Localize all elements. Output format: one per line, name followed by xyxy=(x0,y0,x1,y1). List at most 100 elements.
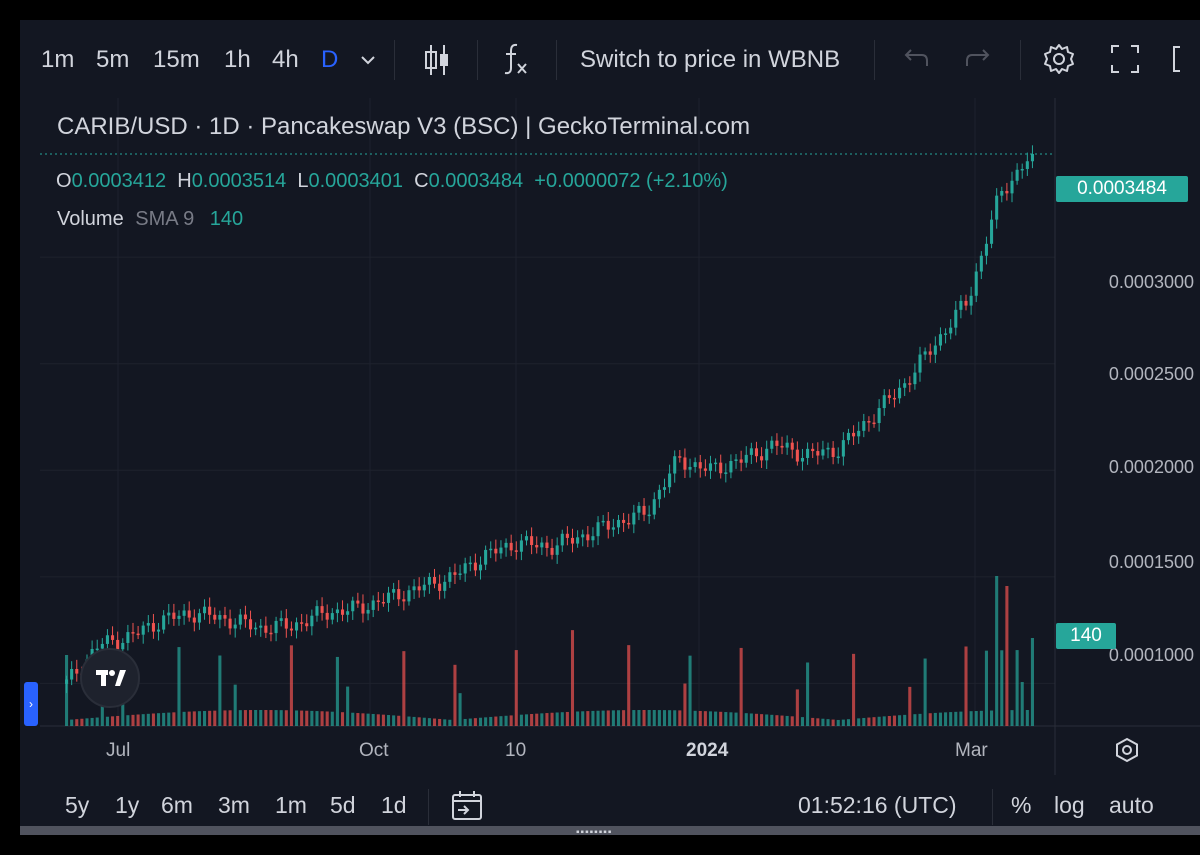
candle-body xyxy=(274,620,278,634)
volume-bar xyxy=(887,715,891,726)
candle-body xyxy=(979,255,983,272)
go-to-date-icon[interactable] xyxy=(450,789,484,821)
candle-body xyxy=(192,617,196,623)
interval-15m-button[interactable]: 15m xyxy=(153,46,200,73)
volume-bar xyxy=(213,710,217,726)
volume-bar xyxy=(673,710,677,726)
volume-bar xyxy=(668,710,672,726)
candle-body xyxy=(468,562,472,565)
candle-body xyxy=(366,609,370,614)
volume-bar xyxy=(826,719,830,726)
candle-body xyxy=(1010,180,1014,194)
volume-bar xyxy=(203,710,207,726)
volume-bar xyxy=(325,711,329,726)
range-1m-button[interactable]: 1m xyxy=(275,792,307,818)
range-5d-button[interactable]: 5d xyxy=(330,792,356,818)
range-1y-button[interactable]: 1y xyxy=(115,792,140,818)
settings-gear-icon[interactable] xyxy=(1042,42,1076,74)
interval-1m-button[interactable]: 1m xyxy=(41,46,75,73)
candle-body xyxy=(754,448,759,457)
candle-body xyxy=(811,448,815,452)
candle-body xyxy=(197,613,201,623)
switch-price-wbnb-button[interactable]: Switch to price in WBNB xyxy=(580,46,841,73)
ohlc-legend: O0.0003412 H0.0003514 L0.0003401 C0.0003… xyxy=(56,170,728,193)
candle-body xyxy=(417,586,421,591)
interval-4h-button[interactable]: 4h xyxy=(272,46,299,73)
candle-body xyxy=(918,354,922,373)
candle-body xyxy=(616,519,621,528)
candle-body xyxy=(356,600,360,604)
candle-body xyxy=(182,610,186,616)
log-scale-toggle[interactable]: log xyxy=(1054,792,1085,818)
candlestick-icon[interactable] xyxy=(423,42,451,75)
candle-body xyxy=(519,540,523,552)
volume-bar xyxy=(545,713,549,726)
volume-bar xyxy=(417,717,421,726)
volume-bar xyxy=(749,713,753,726)
candle-body xyxy=(524,536,529,541)
tradingview-logo-icon[interactable] xyxy=(80,648,140,708)
volume-bar xyxy=(969,711,973,726)
volume-bar xyxy=(540,713,544,726)
candle-body xyxy=(305,623,309,627)
side-panel-toggle-icon[interactable]: › xyxy=(24,682,38,726)
volume-bar xyxy=(223,710,227,726)
candle-body xyxy=(785,442,789,448)
volume-bar xyxy=(294,710,299,726)
undo-icon[interactable] xyxy=(900,44,930,76)
chevron-down-icon[interactable] xyxy=(358,46,378,78)
volume-bar xyxy=(427,718,431,726)
candle-body xyxy=(530,536,534,545)
candle-body xyxy=(432,576,437,584)
volume-bar xyxy=(959,711,963,726)
indicators-fx-icon[interactable] xyxy=(501,40,531,75)
candle-body xyxy=(463,563,467,574)
price-chart-canvas[interactable] xyxy=(40,98,1200,775)
axis-settings-icon[interactable] xyxy=(1113,736,1141,769)
candle-body xyxy=(749,448,753,455)
range-5y-button[interactable]: 5y xyxy=(65,792,90,818)
candle-body xyxy=(852,432,856,437)
toolbar-divider xyxy=(477,40,478,80)
chart-pane[interactable]: CARIB/USD · 1D · Pancakeswap V3 (BSC) | … xyxy=(40,98,1200,775)
candle-body xyxy=(862,421,866,431)
volume-bar xyxy=(284,710,288,726)
volume-bar xyxy=(386,715,391,726)
volume-bar xyxy=(1020,682,1024,726)
range-3m-button[interactable]: 3m xyxy=(218,792,250,818)
fullscreen-icon[interactable] xyxy=(1109,43,1141,75)
toolbar-divider xyxy=(874,40,875,80)
volume-bar xyxy=(443,719,447,726)
interval-5m-button[interactable]: 5m xyxy=(96,46,130,73)
volume-bar xyxy=(627,645,631,726)
volume-bar xyxy=(816,718,820,726)
candle-body xyxy=(821,449,825,456)
candle-body xyxy=(744,454,748,463)
candle-body xyxy=(453,572,457,575)
utc-clock[interactable]: 01:52:16 (UTC) xyxy=(798,792,957,818)
pane-resize-handle[interactable]: ▪▪▪▪▪▪▪▪ xyxy=(20,826,1200,835)
redo-icon[interactable] xyxy=(964,44,994,76)
interval-1h-button[interactable]: 1h xyxy=(224,46,251,73)
candle-body xyxy=(504,542,508,548)
range-6m-button[interactable]: 6m xyxy=(161,792,193,818)
candle-body xyxy=(622,519,626,523)
volume-bar xyxy=(719,711,723,726)
candle-body xyxy=(254,627,258,630)
percent-scale-toggle[interactable]: % xyxy=(1011,792,1032,818)
auto-scale-toggle[interactable]: auto xyxy=(1109,792,1154,818)
volume-bar xyxy=(974,710,978,726)
volume-bar xyxy=(724,712,728,726)
volume-bar xyxy=(80,718,84,726)
volume-bar xyxy=(376,714,380,726)
open-value: 0.0003412 xyxy=(71,170,167,192)
screenshot-icon[interactable] xyxy=(1170,43,1200,75)
candle-body xyxy=(473,562,477,571)
volume-bar xyxy=(606,710,610,726)
interval-d-button[interactable]: D xyxy=(321,46,339,73)
candle-body xyxy=(427,576,431,585)
range-1d-button[interactable]: 1d xyxy=(381,792,407,818)
candle-body xyxy=(867,421,871,423)
candle-body xyxy=(816,451,820,456)
candle-body xyxy=(642,505,646,515)
